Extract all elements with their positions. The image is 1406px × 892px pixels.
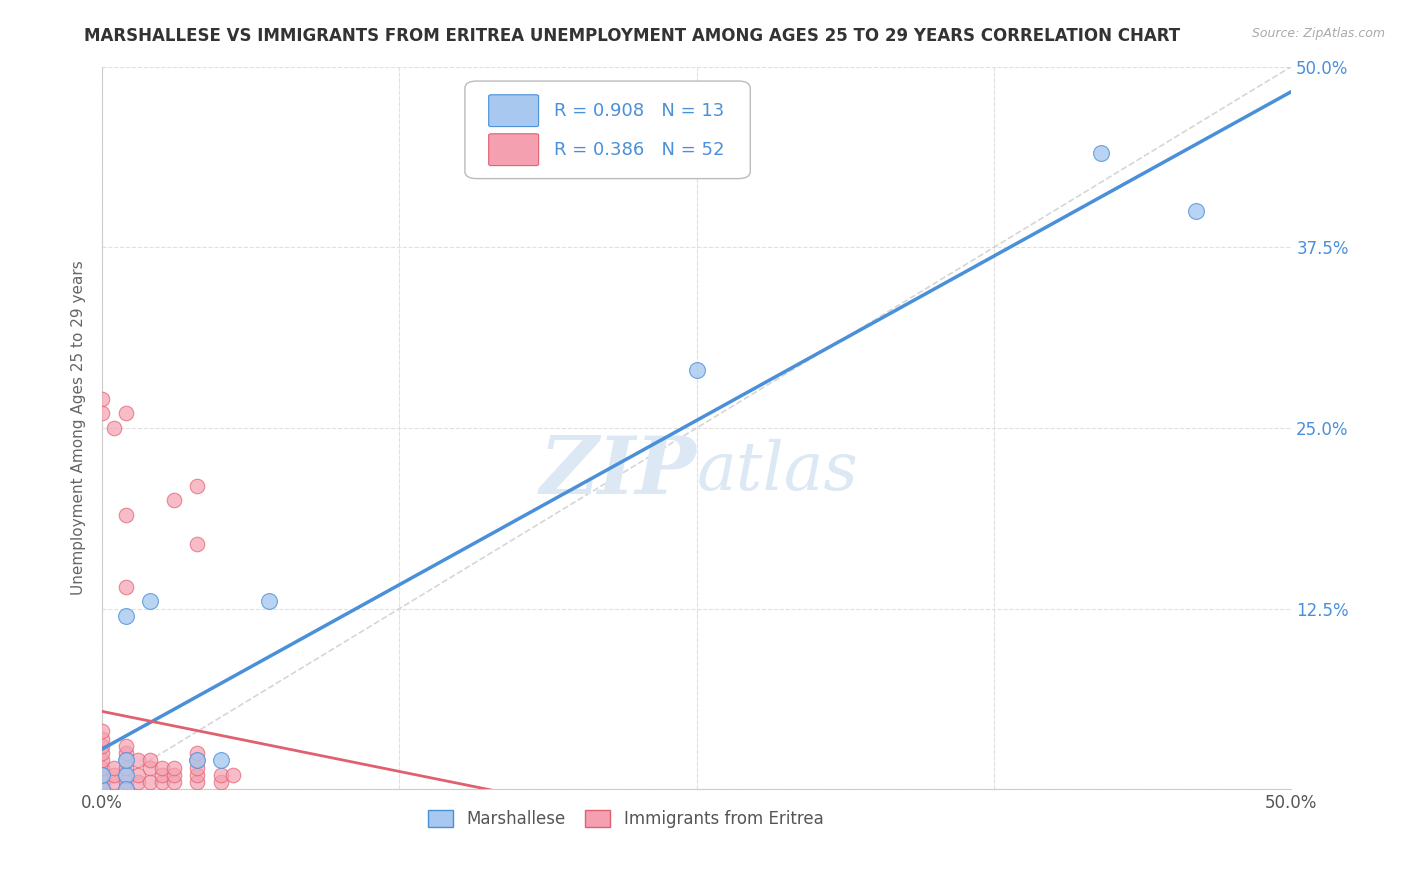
Point [222, 768, 245, 782]
Point [91, 739, 114, 753]
Point [209, 768, 232, 782]
Point [115, 768, 138, 782]
Point [139, 594, 162, 608]
Point [91, 746, 114, 760]
Point [91, 724, 114, 739]
Point [1185, 204, 1208, 219]
Point [186, 753, 208, 767]
Point [91, 782, 114, 797]
Point [91, 775, 114, 789]
Point [91, 731, 114, 746]
Point [115, 739, 138, 753]
Point [139, 775, 162, 789]
Text: R = 0.908   N = 13: R = 0.908 N = 13 [554, 102, 724, 120]
Point [186, 753, 208, 767]
Point [139, 760, 162, 774]
Point [91, 768, 114, 782]
Point [115, 753, 138, 767]
Text: R = 0.386   N = 52: R = 0.386 N = 52 [554, 141, 724, 159]
Point [115, 508, 138, 522]
Point [186, 760, 208, 774]
Point [1090, 146, 1112, 161]
Point [162, 760, 184, 774]
Point [103, 421, 125, 435]
Text: atlas: atlas [697, 439, 859, 504]
Point [186, 479, 208, 493]
Point [127, 775, 149, 789]
Point [115, 782, 138, 797]
Point [91, 768, 114, 782]
Point [91, 775, 114, 789]
Y-axis label: Unemployment Among Ages 25 to 29 years: Unemployment Among Ages 25 to 29 years [72, 260, 86, 595]
Text: MARSHALLESE VS IMMIGRANTS FROM ERITREA UNEMPLOYMENT AMONG AGES 25 TO 29 YEARS CO: MARSHALLESE VS IMMIGRANTS FROM ERITREA U… [84, 27, 1181, 45]
Point [127, 768, 149, 782]
Point [91, 760, 114, 774]
Point [103, 768, 125, 782]
Point [91, 753, 114, 767]
Point [91, 782, 114, 797]
FancyBboxPatch shape [489, 95, 538, 127]
Point [162, 775, 184, 789]
Point [186, 768, 208, 782]
Point [91, 768, 114, 782]
Point [186, 775, 208, 789]
Point [186, 536, 208, 550]
Point [91, 392, 114, 406]
FancyBboxPatch shape [465, 81, 751, 178]
Point [209, 753, 232, 767]
Point [127, 753, 149, 767]
Legend: Marshallese, Immigrants from Eritrea: Marshallese, Immigrants from Eritrea [420, 804, 830, 835]
Text: ZIP: ZIP [540, 433, 697, 510]
Point [115, 768, 138, 782]
Point [150, 768, 173, 782]
Point [91, 782, 114, 797]
Point [162, 768, 184, 782]
Point [103, 775, 125, 789]
Point [115, 782, 138, 797]
Point [91, 782, 114, 797]
Point [115, 775, 138, 789]
Point [115, 407, 138, 421]
Point [150, 775, 173, 789]
Point [186, 746, 208, 760]
Point [686, 363, 709, 377]
Point [150, 760, 173, 774]
Point [115, 746, 138, 760]
Point [115, 753, 138, 767]
Point [103, 760, 125, 774]
Text: Source: ZipAtlas.com: Source: ZipAtlas.com [1251, 27, 1385, 40]
Point [257, 594, 280, 608]
Point [115, 760, 138, 774]
Point [115, 608, 138, 623]
FancyBboxPatch shape [489, 134, 538, 166]
Point [115, 580, 138, 594]
Point [139, 753, 162, 767]
Point [209, 775, 232, 789]
Point [91, 407, 114, 421]
Point [162, 493, 184, 508]
